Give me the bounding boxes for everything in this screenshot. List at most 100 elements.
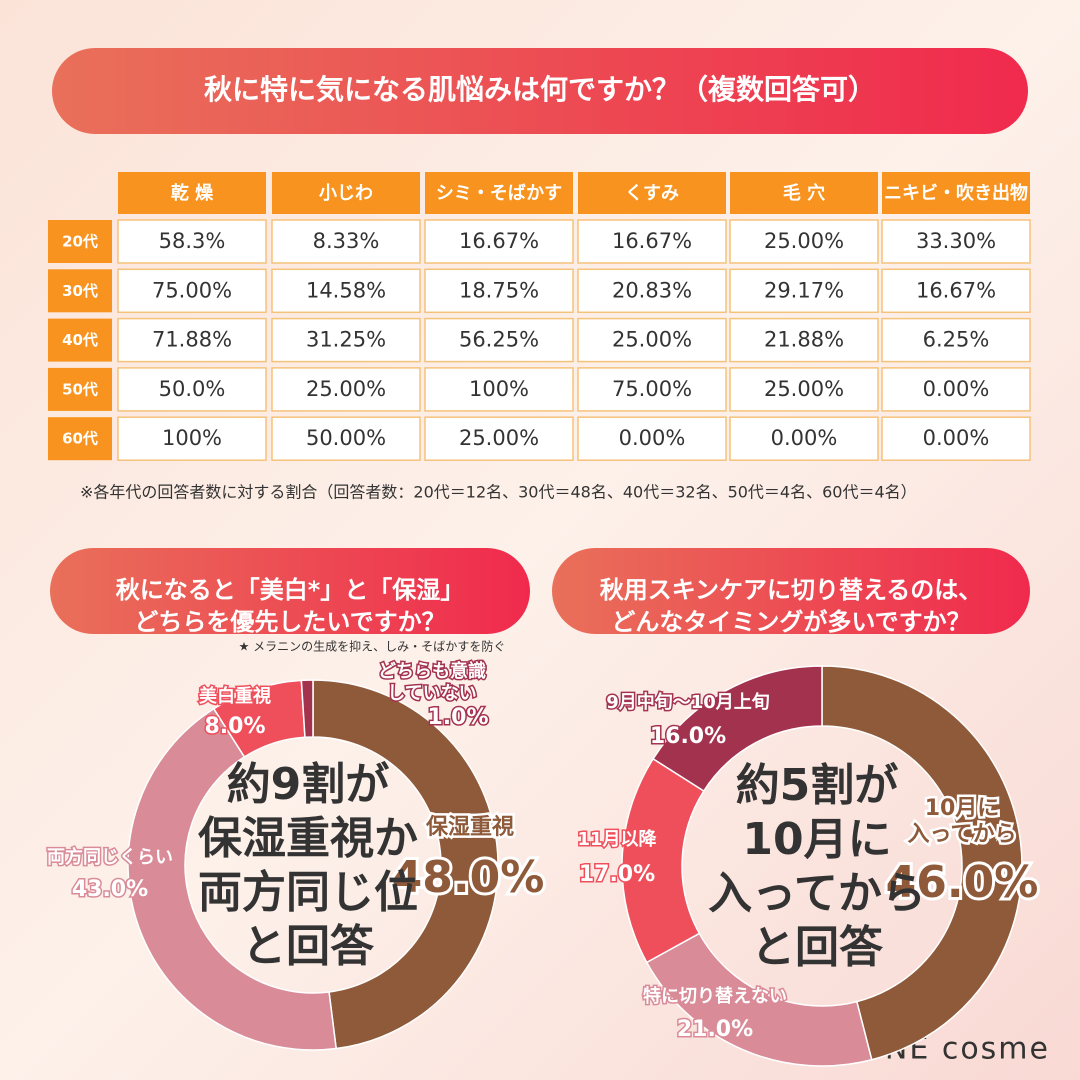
column-header-cell: [578, 172, 726, 214]
table-cell-text: 14.58%: [306, 278, 386, 302]
table-cell: [881, 219, 1031, 264]
row-header-cell: [48, 318, 112, 362]
value-label: 48.0%: [392, 852, 545, 903]
table-cell-text: 20.83%: [612, 278, 692, 302]
table-cell: [117, 268, 267, 314]
table-cell: [881, 416, 1031, 461]
table-cell: [271, 219, 421, 264]
table-cell: [117, 317, 267, 363]
table-cell-text: 18.75%: [459, 278, 539, 302]
segment-label: 美白重視: [199, 685, 271, 707]
table-cell-text: 25.00%: [459, 426, 539, 450]
row-header-cell: [48, 367, 112, 411]
table-cell-text: 21.88%: [764, 328, 844, 352]
table-cell: [729, 317, 879, 363]
row-header-cell: [48, 417, 112, 461]
column-header-cell: [272, 172, 420, 214]
table-cell: [424, 317, 574, 363]
center-annotation: と回答: [242, 921, 375, 972]
table-cell-text: 16.67%: [459, 229, 539, 253]
table-cell: [424, 219, 574, 264]
value-label: 46.0%: [886, 857, 1039, 908]
table-cell: [271, 317, 421, 363]
row-header: 60代: [62, 430, 98, 448]
table-cell-text: 16.67%: [612, 229, 692, 253]
column-header: 毛 穴: [783, 182, 825, 204]
table-cell-text: 75.00%: [612, 377, 692, 401]
table-cell-text: 0.00%: [771, 426, 838, 450]
table-cell-text: 58.3%: [159, 229, 226, 253]
table-cell-text: 71.88%: [152, 328, 232, 352]
row-header-cell: [48, 220, 112, 263]
column-header-cell: [425, 172, 573, 214]
table-cell: [577, 268, 727, 314]
table-cell: [881, 367, 1031, 412]
table-cell: [424, 416, 574, 461]
value-label: 1.0%: [427, 705, 488, 730]
table-cell: [577, 317, 727, 363]
table-cell: [729, 416, 879, 461]
table-cell: [271, 416, 421, 461]
table-cell-text: 25.00%: [612, 328, 692, 352]
column-header-cell: [730, 172, 878, 214]
table-cell: [424, 367, 574, 412]
center-annotation: 約9割が: [227, 759, 390, 810]
table-cell-text: 56.25%: [459, 328, 539, 352]
table-cell: [271, 268, 421, 314]
row-header: 50代: [62, 380, 98, 398]
value-label: 21.0%: [677, 1017, 753, 1042]
table-cell-text: 100%: [469, 377, 529, 401]
row-header: 20代: [62, 233, 98, 251]
column-header-cell: [882, 172, 1030, 214]
donut-segment: [127, 707, 338, 1051]
segment-label: 両方同じくらい: [47, 846, 173, 868]
table-cell: [577, 219, 727, 264]
chart-title: 秋になると「美白*」と「保湿」: [116, 576, 465, 604]
row-header: 40代: [62, 331, 98, 349]
center-annotation: 10月に: [742, 814, 891, 865]
table-cell-text: 29.17%: [764, 278, 844, 302]
segment-label: 特に切り替えない: [643, 985, 787, 1007]
donut-segment: [300, 679, 314, 739]
table-cell: [881, 317, 1031, 363]
chart-title: どちらを優先したいですか？: [134, 608, 445, 636]
row-header: 30代: [62, 282, 98, 300]
title-banner: [52, 48, 1028, 134]
table-cell-text: 50.0%: [159, 377, 226, 401]
column-header: ニキビ・吹き出物: [884, 182, 1028, 204]
center-annotation: 保湿重視か: [198, 813, 418, 864]
table-cell: [271, 367, 421, 412]
table-cell-text: 31.25%: [306, 328, 386, 352]
table-cell: [729, 367, 879, 412]
column-header: シミ・そばかす: [436, 183, 562, 204]
table-cell-text: 25.00%: [764, 377, 844, 401]
center-annotation: と回答: [751, 922, 884, 973]
table-cell: [729, 219, 879, 264]
column-header: 乾 燥: [171, 182, 214, 204]
donut-segment: [821, 665, 1023, 1061]
row-header-cell: [48, 269, 112, 313]
value-label: 16.0%: [650, 724, 726, 749]
table-cell: [577, 416, 727, 461]
donut-segment: [652, 665, 823, 793]
title: 秋に特に気になる肌悩みは何ですか？（複数回答可）: [204, 73, 876, 106]
table-cell: [117, 367, 267, 412]
value-label: 43.0%: [72, 877, 148, 902]
table-cell-text: 0.00%: [923, 426, 990, 450]
table-cell-text: 25.00%: [306, 377, 386, 401]
value-label: 17.0%: [579, 862, 655, 887]
column-header: くすみ: [625, 183, 679, 204]
column-header: 小じわ: [319, 183, 373, 204]
donut-segment: [312, 679, 499, 1050]
table-cell-text: 0.00%: [619, 426, 686, 450]
table-cell-text: 50.00%: [306, 426, 386, 450]
table-cell: [117, 219, 267, 264]
table-cell: [729, 268, 879, 314]
chart-banner: [50, 548, 530, 634]
table-cell-text: 8.33%: [313, 229, 380, 253]
table-cell: [881, 268, 1031, 314]
segment-label: 10月に入ってから: [908, 796, 1017, 847]
chart-banner: [552, 548, 1030, 634]
table-cell-text: 6.25%: [923, 328, 990, 352]
